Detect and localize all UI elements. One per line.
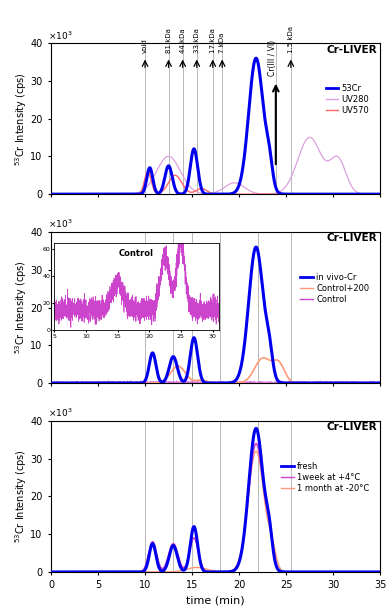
Text: 81 kDa: 81 kDa [165,28,172,53]
Legend: fresh, 1week at +4°C, 1 month at -20°C: fresh, 1week at +4°C, 1 month at -20°C [278,458,373,496]
Text: 1.5 kDa: 1.5 kDa [288,26,294,53]
Text: $\times$10$^3$: $\times$10$^3$ [48,407,72,419]
Text: Cr(III / VI): Cr(III / VI) [269,40,278,76]
Text: $\times$10$^3$: $\times$10$^3$ [48,218,72,231]
Y-axis label: $^{53}$Cr Intensity (cps): $^{53}$Cr Intensity (cps) [13,72,29,165]
Text: void: void [142,38,148,53]
Text: 7 kDa: 7 kDa [219,33,225,53]
Y-axis label: $^{53}$Cr Intensity (cps): $^{53}$Cr Intensity (cps) [13,450,29,543]
Text: 44 kDa: 44 kDa [180,28,186,53]
Text: $\times$10$^3$: $\times$10$^3$ [48,29,72,42]
Text: Cr-LIVER: Cr-LIVER [326,234,377,244]
Legend: in vivo-Cr, Control+200, Control: in vivo-Cr, Control+200, Control [297,269,373,307]
X-axis label: time (min): time (min) [186,596,245,606]
Text: 17 kDa: 17 kDa [210,28,216,53]
Text: Cr-LIVER: Cr-LIVER [326,44,377,55]
Y-axis label: $^{53}$Cr Intensity (cps): $^{53}$Cr Intensity (cps) [13,261,29,354]
Text: Cr-LIVER: Cr-LIVER [326,423,377,432]
Legend: 53Cr, UV280, UV570: 53Cr, UV280, UV570 [323,81,373,118]
Text: 33 kDa: 33 kDa [194,28,200,53]
